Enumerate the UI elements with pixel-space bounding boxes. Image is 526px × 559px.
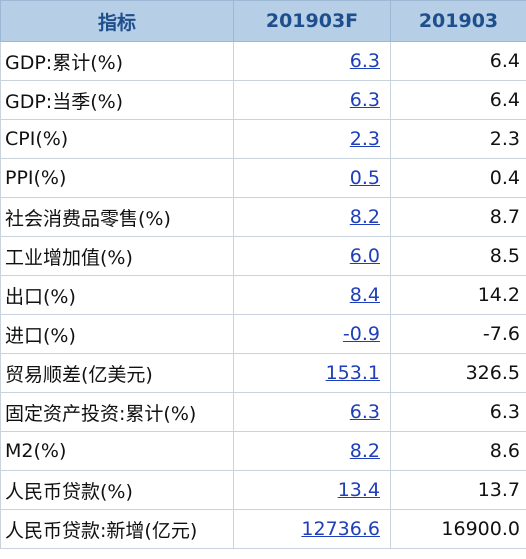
forecast-cell: 6.3 <box>233 392 391 432</box>
table-row: PPI(%) 0.5 0.4 <box>0 158 526 198</box>
actual-value: 326.5 <box>390 353 526 393</box>
indicator-label: 固定资产投资:累计(%) <box>0 392 234 432</box>
indicator-label: 出口(%) <box>0 275 234 315</box>
indicator-label: 社会消费品零售(%) <box>0 197 234 237</box>
indicator-label: 进口(%) <box>0 314 234 354</box>
indicator-label: PPI(%) <box>0 158 234 198</box>
indicator-label: 工业增加值(%) <box>0 236 234 276</box>
actual-value: 8.5 <box>390 236 526 276</box>
table-row: 出口(%) 8.4 14.2 <box>0 275 526 315</box>
table-row: 工业增加值(%) 6.0 8.5 <box>0 236 526 276</box>
actual-value: 8.6 <box>390 431 526 471</box>
actual-value: 16900.0 <box>390 509 526 549</box>
forecast-cell: 6.3 <box>233 41 391 81</box>
table-row: M2(%) 8.2 8.6 <box>0 431 526 471</box>
forecast-cell: 12736.6 <box>233 509 391 549</box>
forecast-cell: 8.2 <box>233 431 391 471</box>
forecast-value-link[interactable]: 6.0 <box>349 245 380 267</box>
indicator-label: M2(%) <box>0 431 234 471</box>
forecast-value-link[interactable]: 2.3 <box>349 128 380 150</box>
actual-value: 6.4 <box>390 80 526 120</box>
header-indicator: 指标 <box>0 0 234 42</box>
forecast-value-link[interactable]: 0.5 <box>349 167 380 189</box>
indicator-label: GDP:当季(%) <box>0 80 234 120</box>
actual-value: 6.3 <box>390 392 526 432</box>
forecast-cell: 8.2 <box>233 197 391 237</box>
forecast-value-link[interactable]: 13.4 <box>337 479 380 501</box>
forecast-cell: 13.4 <box>233 470 391 510</box>
header-forecast: 201903F <box>233 0 391 42</box>
table-row: 人民币贷款(%) 13.4 13.7 <box>0 470 526 510</box>
table-row: GDP:当季(%) 6.3 6.4 <box>0 80 526 120</box>
indicator-label: 人民币贷款(%) <box>0 470 234 510</box>
forecast-cell: 153.1 <box>233 353 391 393</box>
table-row: 固定资产投资:累计(%) 6.3 6.3 <box>0 392 526 432</box>
header-actual: 201903 <box>390 0 526 42</box>
actual-value: -7.6 <box>390 314 526 354</box>
forecast-value-link[interactable]: 8.2 <box>349 206 380 228</box>
forecast-cell: 6.0 <box>233 236 391 276</box>
indicator-label: CPI(%) <box>0 119 234 159</box>
table-body: GDP:累计(%) 6.3 6.4 GDP:当季(%) 6.3 6.4 CPI(%) 2.3 2… <box>0 41 526 549</box>
forecast-cell: -0.9 <box>233 314 391 354</box>
header-row: 指标 201903F 201903 <box>0 0 526 42</box>
forecast-value-link[interactable]: 12736.6 <box>301 518 380 540</box>
table-row: CPI(%) 2.3 2.3 <box>0 119 526 159</box>
indicator-label: 人民币贷款:新增(亿元) <box>0 509 234 549</box>
actual-value: 8.7 <box>390 197 526 237</box>
table-row: 贸易顺差(亿美元) 153.1 326.5 <box>0 353 526 393</box>
actual-value: 0.4 <box>390 158 526 198</box>
table-row: 人民币贷款:新增(亿元) 12736.6 16900.0 <box>0 509 526 549</box>
forecast-value-link[interactable]: -0.9 <box>342 323 380 345</box>
actual-value: 14.2 <box>390 275 526 315</box>
table-row: GDP:累计(%) 6.3 6.4 <box>0 41 526 81</box>
forecast-value-link[interactable]: 8.2 <box>349 440 380 462</box>
forecast-value-link[interactable]: 153.1 <box>325 362 380 384</box>
table-row: 社会消费品零售(%) 8.2 8.7 <box>0 197 526 237</box>
actual-value: 13.7 <box>390 470 526 510</box>
indicator-label: 贸易顺差(亿美元) <box>0 353 234 393</box>
forecast-cell: 6.3 <box>233 80 391 120</box>
forecast-value-link[interactable]: 6.3 <box>349 401 380 423</box>
forecast-cell: 2.3 <box>233 119 391 159</box>
table-row: 进口(%) -0.9 -7.6 <box>0 314 526 354</box>
actual-value: 2.3 <box>390 119 526 159</box>
forecast-value-link[interactable]: 6.3 <box>349 50 380 72</box>
forecast-value-link[interactable]: 8.4 <box>349 284 380 306</box>
forecast-value-link[interactable]: 6.3 <box>349 89 380 111</box>
forecast-cell: 0.5 <box>233 158 391 198</box>
forecast-cell: 8.4 <box>233 275 391 315</box>
actual-value: 6.4 <box>390 41 526 81</box>
indicator-label: GDP:累计(%) <box>0 41 234 81</box>
